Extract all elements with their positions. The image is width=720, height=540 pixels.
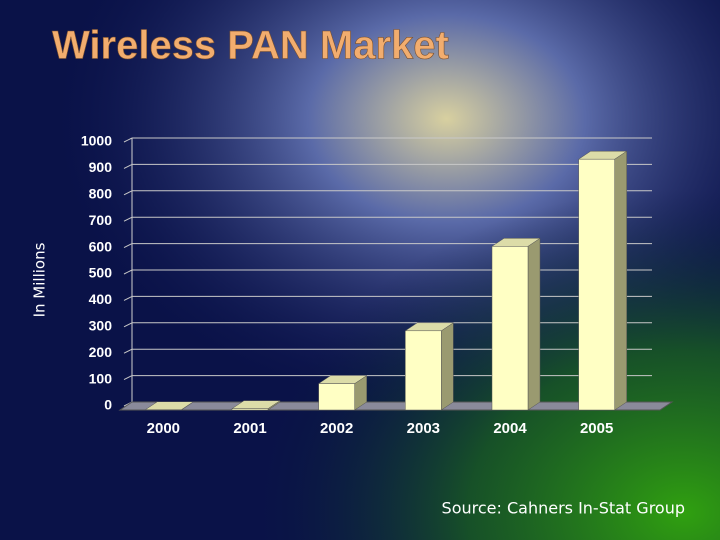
bar-side: [441, 322, 454, 411]
tick-mark: [123, 216, 133, 222]
y-tick-label: 600: [89, 238, 113, 254]
bar: [491, 246, 529, 411]
tick-mark: [123, 137, 133, 143]
tick-mark: [123, 375, 133, 381]
x-tick-label: 2003: [407, 420, 440, 437]
y-tick-label: 900: [89, 159, 113, 175]
chart-title: Wireless PAN Market: [52, 24, 449, 68]
y-tick-label: 800: [89, 186, 113, 202]
x-tick-label: 2001: [233, 420, 266, 437]
y-tick-label: 0: [104, 397, 112, 413]
bar-side: [527, 237, 541, 411]
bar: [578, 158, 615, 411]
y-tick-label: 500: [89, 265, 113, 281]
y-tick-label: 700: [89, 212, 113, 228]
x-tick-label: 2000: [147, 420, 180, 437]
y-tick-label: 200: [89, 344, 113, 360]
tick-mark: [123, 163, 133, 169]
tick-mark: [123, 269, 133, 275]
bar: [405, 330, 442, 411]
tick-mark: [123, 348, 133, 354]
y-tick-label: 1000: [81, 133, 112, 149]
source-note: Source: Cahners In-Stat Group: [442, 499, 685, 518]
y-axis-label: In Millions: [31, 242, 49, 317]
tick-mark: [123, 190, 133, 196]
tick-mark: [123, 295, 133, 301]
y-tick-label: 300: [89, 318, 113, 334]
y-tick-label: 400: [89, 291, 113, 307]
bar: [231, 408, 269, 411]
bar-side: [614, 150, 627, 411]
x-tick-label: 2004: [493, 420, 527, 437]
tick-mark: [123, 243, 133, 249]
y-tick-label: 100: [89, 370, 113, 386]
tick-mark: [123, 322, 133, 328]
bar: [318, 383, 355, 411]
x-tick-label: 2005: [580, 420, 613, 437]
x-tick-label: 2002: [320, 420, 353, 437]
